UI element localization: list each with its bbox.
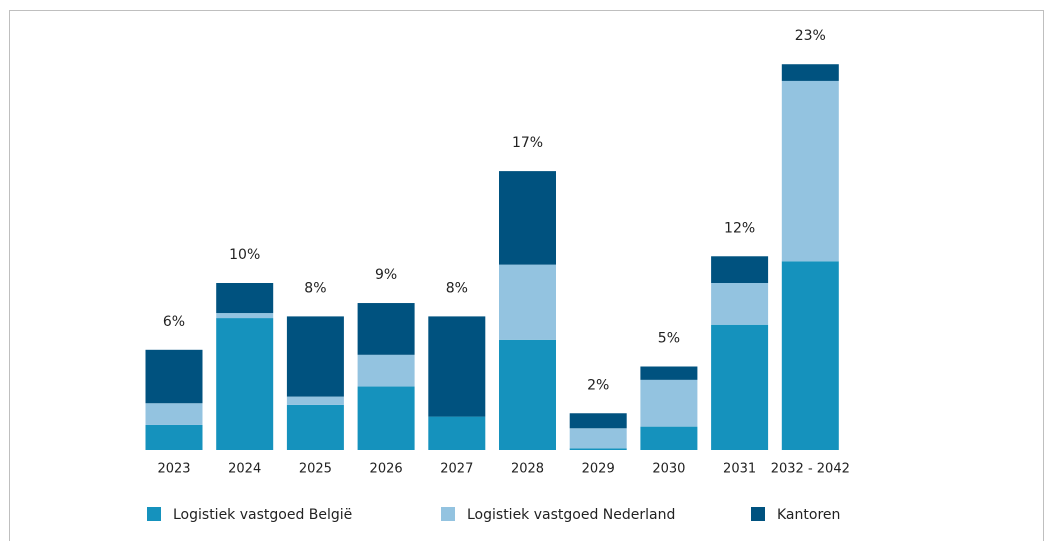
legend-label: Logistiek vastgoed België bbox=[173, 507, 352, 523]
bar-segment bbox=[145, 424, 203, 450]
x-tick-label: 2029 bbox=[582, 462, 615, 477]
legend-swatch bbox=[751, 507, 765, 521]
bar-segment bbox=[711, 256, 769, 283]
x-tick-label: 2024 bbox=[228, 462, 261, 477]
bar-segment bbox=[357, 354, 415, 387]
x-tick-label: 2028 bbox=[511, 462, 544, 477]
legend-label: Logistiek vastgoed Nederland bbox=[467, 507, 675, 523]
x-tick-label: 2023 bbox=[157, 462, 190, 477]
bar-segment bbox=[428, 416, 486, 450]
total-label: 5% bbox=[658, 331, 680, 347]
total-label: 2% bbox=[587, 377, 609, 393]
total-label: 23% bbox=[795, 28, 826, 44]
bar-segment bbox=[145, 349, 203, 404]
bar-segment bbox=[711, 283, 769, 325]
bar-segment bbox=[569, 413, 627, 429]
bar-segment bbox=[781, 261, 839, 450]
x-tick-label: 2027 bbox=[440, 462, 473, 477]
x-tick-label: 2026 bbox=[370, 462, 403, 477]
bar-segment bbox=[781, 80, 839, 262]
x-tick-label: 2031 bbox=[723, 462, 756, 477]
bar-segment bbox=[286, 316, 344, 397]
total-label: 12% bbox=[724, 220, 755, 236]
legend-swatch bbox=[147, 507, 161, 521]
total-label: 8% bbox=[446, 280, 468, 296]
bar-segment bbox=[216, 318, 274, 450]
x-tick-label: 2032 - 2042 bbox=[771, 462, 850, 477]
bar-segment bbox=[640, 426, 698, 450]
bar-segment bbox=[216, 313, 274, 319]
bar-segment bbox=[216, 283, 274, 314]
bar-segment bbox=[499, 171, 556, 265]
legend-swatch bbox=[441, 507, 455, 521]
bar-segment bbox=[569, 428, 627, 449]
frame bbox=[9, 10, 1044, 541]
bar-segment bbox=[286, 404, 344, 450]
bar-segment bbox=[499, 339, 556, 450]
bar-segment bbox=[145, 403, 203, 425]
bar-segment bbox=[781, 64, 839, 81]
total-label: 8% bbox=[304, 280, 326, 296]
bar-segment bbox=[640, 379, 698, 427]
legend-label: Kantoren bbox=[777, 507, 840, 523]
total-label: 6% bbox=[163, 314, 185, 330]
bar-segment bbox=[286, 396, 344, 405]
bar-segment bbox=[357, 303, 415, 355]
total-label: 9% bbox=[375, 267, 397, 283]
total-label: 10% bbox=[229, 247, 260, 263]
bar-segment bbox=[569, 448, 627, 450]
x-tick-label: 2025 bbox=[299, 462, 332, 477]
bar-segment bbox=[499, 264, 556, 340]
x-tick-label: 2030 bbox=[652, 462, 685, 477]
total-label: 17% bbox=[512, 135, 543, 151]
bar-segment bbox=[711, 324, 769, 450]
bar-segment bbox=[640, 366, 698, 380]
bar-segment bbox=[357, 386, 415, 450]
bar-segment bbox=[428, 316, 486, 417]
